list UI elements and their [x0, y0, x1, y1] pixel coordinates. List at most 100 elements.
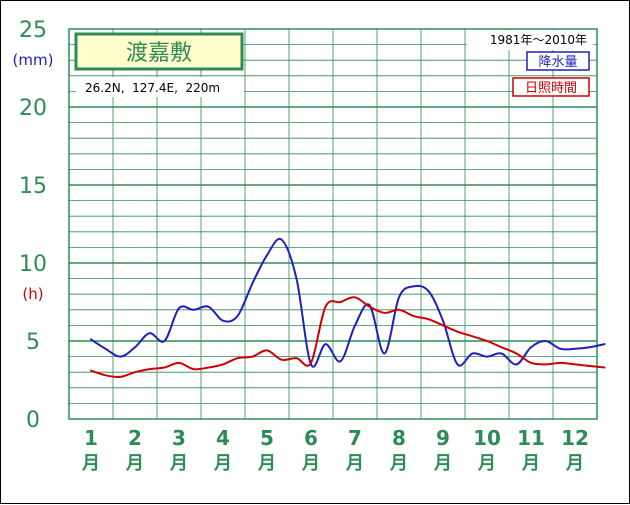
precip-line-point	[398, 296, 400, 298]
month-number-label: 3	[172, 426, 186, 450]
sun-line-point	[559, 362, 562, 364]
period-label-bg	[467, 30, 593, 50]
sun-line-point	[163, 366, 166, 369]
precip-line-point	[280, 239, 283, 241]
month-number-label: 12	[561, 426, 589, 450]
month-suffix-label: 月	[521, 453, 540, 474]
location-label-bg	[76, 77, 244, 97]
sun-line-point	[574, 363, 576, 365]
sun-line-point	[515, 352, 518, 355]
precip-line-point	[266, 254, 268, 256]
precip-line-point	[222, 320, 224, 322]
month-suffix-label: 月	[257, 453, 276, 474]
precip-line	[90, 237, 606, 368]
precip-line-point	[324, 343, 327, 345]
sun-line	[90, 296, 606, 379]
month-number-label: 2	[128, 426, 142, 450]
sun-line-point	[266, 349, 268, 351]
sun-line-point	[178, 362, 180, 364]
sun-line-point	[134, 371, 136, 373]
precip-line-point	[236, 315, 239, 317]
precip-line-point	[515, 363, 518, 365]
sun-line-point	[500, 346, 503, 348]
precip-line-point	[500, 352, 503, 355]
precip-line-point	[119, 356, 122, 358]
sun-line-point	[251, 356, 254, 358]
legend-sun-box	[512, 77, 590, 97]
y-tick-label: 15	[19, 174, 47, 199]
plot-area-border	[68, 28, 598, 420]
sun-line-point	[544, 363, 547, 365]
precip-line-point	[603, 343, 606, 345]
sun-line-point	[530, 362, 532, 364]
precip-line-point	[90, 338, 92, 341]
precip-line-point	[163, 340, 166, 342]
sun-line-point	[354, 296, 356, 298]
month-suffix-label: 月	[125, 453, 144, 474]
precip-line-point	[530, 346, 532, 348]
month-number-label: 4	[216, 426, 230, 450]
y-tick-label: 5	[26, 330, 40, 355]
legend-precip-label: 降水量	[538, 55, 577, 70]
series-lines	[90, 237, 606, 379]
month-suffix-label: 月	[433, 453, 452, 474]
month-number-label: 6	[304, 426, 318, 450]
precip-line-point	[486, 356, 488, 358]
sun-line-point	[383, 312, 386, 314]
month-suffix-label: 月	[477, 453, 496, 474]
month-suffix-label: 月	[169, 453, 188, 474]
precip-unit-label: (mm)	[13, 51, 54, 69]
precip-line-point	[456, 363, 459, 365]
precip-line-point	[192, 309, 195, 311]
precip-line-point	[544, 340, 547, 342]
sun-line-point	[324, 306, 327, 308]
sun-line-point	[603, 366, 606, 369]
month-suffix-label: 月	[565, 453, 584, 474]
sun-line-point	[427, 318, 430, 320]
precip-line-point	[354, 324, 356, 326]
sun-line-point	[368, 306, 371, 308]
month-number-label: 8	[392, 426, 406, 450]
sun-unit-label: (h)	[22, 285, 43, 303]
precip-line-point	[104, 348, 107, 350]
precip-line-point	[339, 360, 342, 362]
sun-line-point	[412, 315, 415, 317]
chart-title: 渡嘉敷	[126, 41, 192, 66]
sun-line-point	[104, 374, 107, 376]
chart-title-box	[74, 32, 244, 71]
month-suffix-label: 月	[389, 453, 408, 474]
sun-line-point	[398, 309, 400, 311]
sun-line-point	[456, 331, 459, 333]
sun-line-point	[295, 357, 298, 359]
y-tick-label: 10	[19, 252, 47, 277]
sun-line-point	[90, 370, 92, 372]
precip-line-point	[295, 278, 298, 280]
precip-line-point	[442, 320, 444, 322]
month-number-label: 9	[436, 426, 450, 450]
sun-line-point	[588, 365, 591, 367]
precip-line-point	[178, 307, 180, 309]
y-tick-label: 25	[19, 18, 47, 43]
precip-line-point	[383, 352, 386, 355]
y-axis-ticks: 0 5 10 15 20 25	[19, 18, 47, 433]
precip-line-point	[251, 282, 254, 284]
sun-line-point	[486, 340, 488, 342]
x-axis-month-labels: 1 月 2 月 3 月 4 月 5 月 6 月 7 月 8 月 9 月 10 月 11 月 12 月	[81, 426, 589, 474]
legend-sun-label: 日照時間	[525, 81, 577, 96]
month-suffix-label: 月	[301, 453, 320, 474]
month-suffix-label: 月	[81, 453, 100, 474]
month-number-label: 10	[473, 426, 501, 450]
sun-line-point	[310, 362, 312, 364]
precip-line-point	[134, 346, 136, 348]
month-suffix-label: 月	[213, 453, 232, 474]
precip-line-point	[471, 352, 474, 355]
precip-line-point	[412, 285, 415, 287]
precip-line-point	[574, 348, 576, 350]
month-number-label: 7	[348, 426, 362, 450]
month-number-label: 5	[260, 426, 274, 450]
month-number-label: 1	[84, 426, 98, 450]
precip-line-point	[427, 290, 430, 292]
sun-line-point	[280, 359, 283, 361]
